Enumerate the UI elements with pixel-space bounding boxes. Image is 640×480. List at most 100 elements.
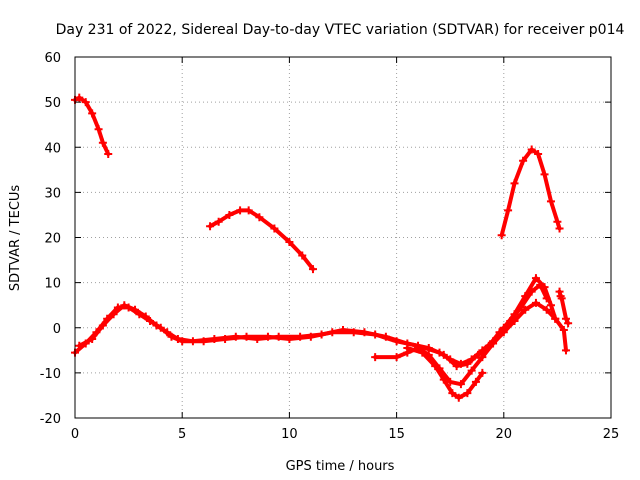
- data-point: [75, 93, 84, 102]
- data-point: [474, 350, 483, 359]
- data-point: [557, 294, 566, 303]
- data-point: [94, 125, 103, 134]
- data-point: [109, 310, 118, 319]
- data-point: [75, 341, 84, 350]
- data-point: [489, 339, 498, 348]
- data-point: [454, 393, 463, 402]
- data-point: [98, 138, 107, 147]
- data-point: [188, 337, 197, 346]
- data-point: [559, 326, 568, 335]
- data-point: [439, 375, 448, 384]
- data-point: [173, 335, 182, 344]
- data-point: [439, 350, 448, 359]
- data-point: [521, 305, 530, 314]
- x-tick-label: 25: [603, 427, 620, 442]
- data-point: [231, 332, 240, 341]
- data-point: [553, 217, 562, 226]
- x-tick-label: 5: [178, 427, 186, 442]
- data-point: [542, 305, 551, 314]
- series-group: [71, 93, 573, 402]
- data-point: [392, 353, 401, 362]
- data-point: [516, 303, 525, 312]
- data-point: [81, 98, 90, 107]
- y-tick-label: 30: [44, 186, 61, 201]
- data-point: [88, 109, 97, 118]
- data-point: [478, 368, 487, 377]
- data-point: [298, 251, 307, 260]
- series-line: [208, 208, 315, 272]
- data-point: [555, 287, 564, 296]
- data-point: [424, 344, 433, 353]
- data-point: [561, 346, 570, 355]
- data-point: [274, 332, 283, 341]
- x-axis-label: GPS time / hours: [286, 459, 395, 474]
- data-point: [214, 217, 223, 226]
- data-point: [555, 224, 564, 233]
- y-tick-label: 10: [44, 277, 61, 292]
- y-tick-label: 50: [44, 96, 61, 111]
- data-point: [270, 224, 279, 233]
- y-tick-label: -10: [40, 367, 61, 382]
- data-point: [206, 222, 215, 231]
- data-point: [536, 280, 545, 289]
- data-point: [104, 150, 113, 159]
- data-point: [255, 213, 264, 222]
- data-point: [98, 321, 107, 330]
- x-tick-label: 15: [388, 427, 405, 442]
- data-point: [531, 274, 540, 283]
- series-arc-morning: [206, 206, 317, 274]
- data-point: [317, 330, 326, 339]
- data-point: [531, 298, 540, 307]
- data-point: [431, 362, 440, 371]
- data-point: [236, 206, 245, 215]
- data-point: [141, 312, 150, 321]
- series-band-main-b: [75, 280, 551, 371]
- data-point: [527, 287, 536, 296]
- data-point: [534, 150, 543, 159]
- x-tick-label: 10: [281, 427, 298, 442]
- data-point: [210, 335, 219, 344]
- data-point: [339, 326, 347, 335]
- series-tail-fragments: [555, 287, 573, 328]
- data-point: [418, 348, 427, 357]
- data-point: [467, 366, 476, 375]
- series-line: [499, 147, 562, 238]
- data-point: [308, 265, 317, 274]
- data-point: [471, 377, 480, 386]
- data-point: [527, 145, 536, 154]
- data-point: [542, 294, 551, 303]
- data-point: [497, 231, 506, 240]
- data-point: [360, 328, 369, 337]
- data-point: [463, 389, 472, 398]
- x-tick-label: 0: [71, 427, 79, 442]
- tick-labels: 0 5 10 15 20 25 -20 -10 0 10 20 30 40 50 60: [40, 51, 620, 442]
- data-point: [463, 359, 472, 368]
- data-point: [551, 314, 560, 323]
- series-arc-evening-high: [497, 145, 564, 240]
- y-tick-label: 0: [53, 322, 61, 337]
- data-point: [244, 206, 253, 215]
- data-point: [510, 316, 519, 325]
- data-point: [540, 170, 549, 179]
- data-point: [253, 335, 262, 344]
- series-arc-early-high: [71, 93, 113, 159]
- y-tick-label: 20: [44, 232, 61, 247]
- series-band-low-a: [371, 298, 570, 389]
- ticks: [74, 56, 612, 419]
- data-point: [448, 389, 457, 398]
- data-point: [478, 353, 487, 362]
- data-point: [564, 319, 573, 328]
- chart-title: Day 231 of 2022, Sidereal Day-to-day VTE…: [56, 22, 625, 38]
- data-point: [499, 328, 508, 337]
- data-point: [120, 301, 129, 310]
- data-point: [456, 380, 465, 389]
- data-point: [285, 238, 294, 247]
- data-point: [504, 206, 513, 215]
- data-point: [510, 179, 519, 188]
- data-point: [163, 328, 172, 337]
- data-point: [546, 301, 555, 310]
- x-tick-label: 20: [496, 427, 513, 442]
- y-tick-label: 40: [44, 141, 61, 156]
- data-point: [152, 321, 161, 330]
